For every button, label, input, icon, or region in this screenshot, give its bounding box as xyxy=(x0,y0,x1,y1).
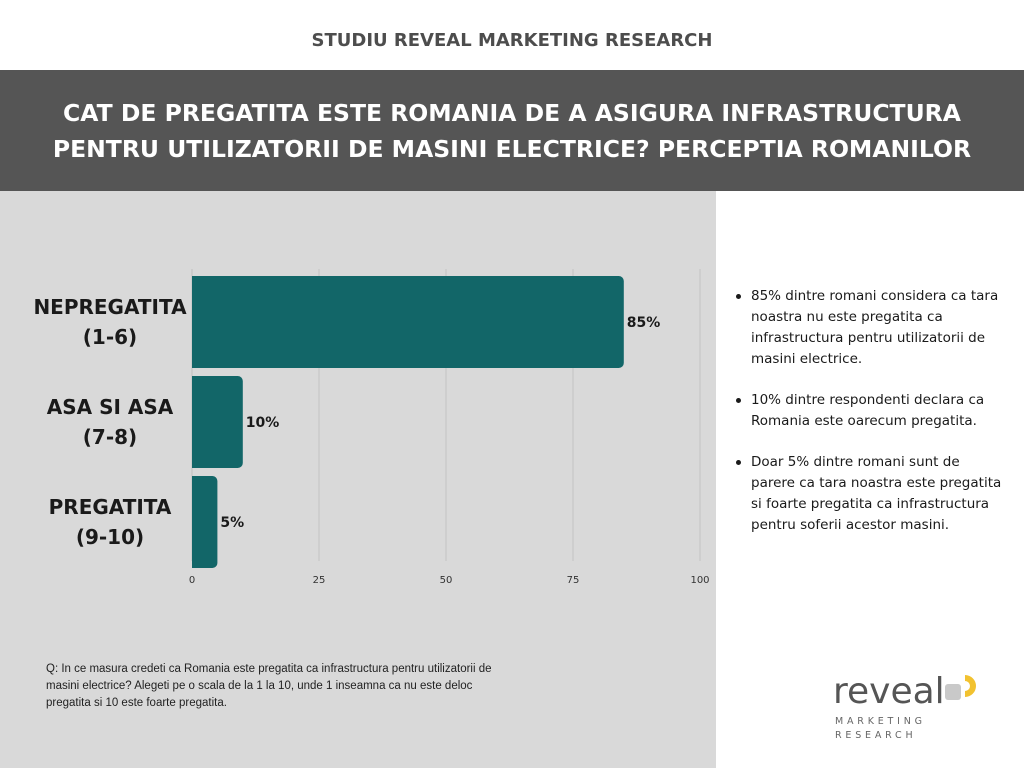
insights-list: 85% dintre romani considera ca tara noas… xyxy=(736,286,1006,556)
insight-item: Doar 5% dintre romani sunt de parere ca … xyxy=(736,452,1006,536)
x-tick-label: 0 xyxy=(189,575,195,586)
title-band: CAT DE PREGATITA ESTE ROMANIA DE A ASIGU… xyxy=(0,70,1024,191)
logo-mark-icon xyxy=(945,675,976,700)
x-tick-label: 100 xyxy=(690,575,709,586)
reveal-logo: reveal MARKETING RESEARCH xyxy=(833,672,983,744)
chart-panel: 0 25 50 75 100 85% 10% 5% NEPREGATITA (1-6) ASA S… xyxy=(0,191,716,768)
category-label: ASA SI ASA (7-8) xyxy=(46,395,174,449)
title-line-2: PENTRU UTILIZATORII DE MASINI ELECTRICE?… xyxy=(52,134,972,163)
value-label: 10% xyxy=(246,415,280,431)
category-label: PREGATITA (9-10) xyxy=(48,495,172,549)
logo-subtitle-2: RESEARCH xyxy=(835,730,917,741)
value-label: 5% xyxy=(220,515,244,531)
survey-question: Q: In ce masura credeti ca Romania este … xyxy=(46,663,492,709)
x-tick-label: 75 xyxy=(567,575,580,586)
bar xyxy=(192,476,218,568)
logo-wordmark: reveal xyxy=(833,671,945,712)
bar xyxy=(192,276,624,368)
bar-chart: 0 25 50 75 100 85% 10% 5% xyxy=(189,269,710,586)
x-tick-label: 25 xyxy=(313,575,326,586)
x-tick-label: 50 xyxy=(440,575,453,586)
insight-item: 85% dintre romani considera ca tara noas… xyxy=(736,286,1006,370)
value-label: 85% xyxy=(627,315,661,331)
logo-subtitle-1: MARKETING xyxy=(835,716,926,727)
insights-panel: 85% dintre romani considera ca tara noas… xyxy=(716,191,1024,768)
category-label: NEPREGATITA (1-6) xyxy=(33,295,187,349)
insight-item: 10% dintre respondenti declara ca Romani… xyxy=(736,390,1006,432)
bar xyxy=(192,376,243,468)
title-line-1: CAT DE PREGATITA ESTE ROMANIA DE A ASIGU… xyxy=(63,98,961,127)
study-label: STUDIU REVEAL MARKETING RESEARCH xyxy=(311,30,713,51)
